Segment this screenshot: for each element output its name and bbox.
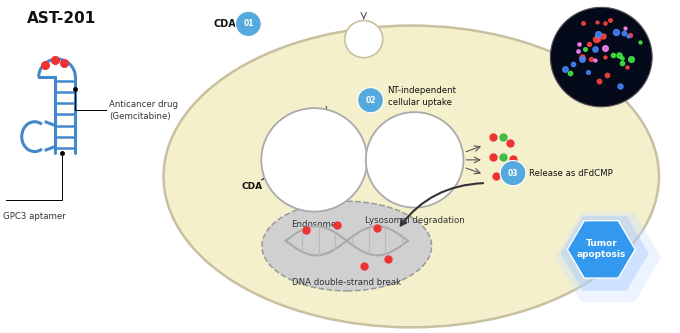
Text: 02: 02 <box>365 96 376 105</box>
Ellipse shape <box>164 26 659 327</box>
Text: DNA double-strand break: DNA double-strand break <box>292 278 401 287</box>
Circle shape <box>500 161 526 186</box>
Text: Anticancer drug
(Gemcitabine): Anticancer drug (Gemcitabine) <box>109 100 178 121</box>
Text: CDA: CDA <box>241 182 262 191</box>
Text: Lysosomal degradation: Lysosomal degradation <box>364 215 464 224</box>
Ellipse shape <box>262 201 432 291</box>
Text: Release as dFdCMP: Release as dFdCMP <box>528 168 613 177</box>
Text: NT-independent
cellular uptake: NT-independent cellular uptake <box>388 87 456 107</box>
Text: Tumor
apoptosis: Tumor apoptosis <box>577 239 626 259</box>
Circle shape <box>261 108 367 211</box>
Circle shape <box>358 88 384 113</box>
Text: AST-201: AST-201 <box>27 11 97 26</box>
Circle shape <box>345 21 383 58</box>
Text: 03: 03 <box>508 168 518 177</box>
Circle shape <box>366 112 464 207</box>
Text: GPC3 aptamer: GPC3 aptamer <box>3 212 66 221</box>
Circle shape <box>235 11 261 37</box>
Polygon shape <box>560 216 649 291</box>
Text: 01: 01 <box>243 19 254 28</box>
Text: Endosome: Endosome <box>292 219 337 228</box>
Polygon shape <box>567 221 635 278</box>
Text: CDA: CDA <box>214 19 236 29</box>
Polygon shape <box>555 212 661 302</box>
Circle shape <box>550 7 652 107</box>
